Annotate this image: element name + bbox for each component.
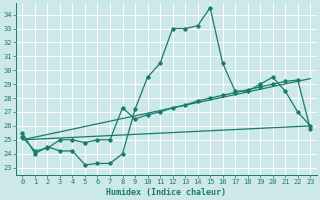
X-axis label: Humidex (Indice chaleur): Humidex (Indice chaleur)	[106, 188, 226, 197]
